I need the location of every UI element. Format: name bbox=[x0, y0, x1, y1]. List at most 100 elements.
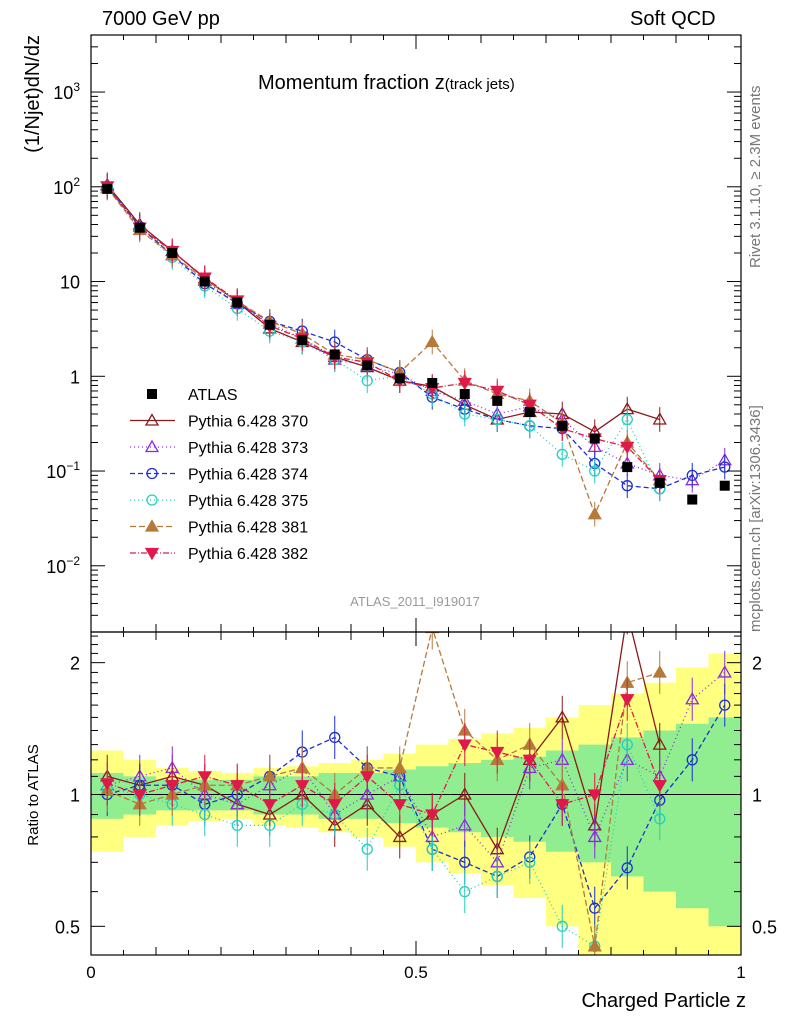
y-tick-label: 1 bbox=[70, 367, 80, 387]
data-point bbox=[557, 420, 568, 431]
ratio-series-6 bbox=[100, 677, 667, 837]
data-point bbox=[457, 739, 472, 752]
data-point bbox=[426, 843, 438, 855]
data-point bbox=[134, 222, 145, 233]
data-point bbox=[144, 413, 160, 426]
data-point bbox=[425, 632, 440, 634]
ratio-line bbox=[107, 632, 660, 947]
data-point bbox=[686, 469, 698, 482]
ratio-line bbox=[107, 697, 661, 816]
data-point bbox=[622, 462, 633, 473]
data-point bbox=[457, 377, 472, 391]
data-point bbox=[146, 494, 158, 506]
ratio-y-axis-label: Ratio to ATLAS bbox=[25, 744, 42, 845]
data-point bbox=[589, 433, 600, 444]
data-point bbox=[425, 809, 440, 822]
data-point bbox=[165, 780, 180, 793]
data-point bbox=[556, 920, 568, 932]
main-frame bbox=[90, 34, 742, 633]
y-axis-label: (1/Njet)dN/dz bbox=[22, 35, 44, 153]
data-point bbox=[427, 377, 438, 388]
data-point bbox=[652, 737, 667, 750]
legend-label: Pythia 6.428 375 bbox=[188, 493, 308, 510]
data-point bbox=[362, 360, 373, 371]
data-point bbox=[491, 870, 503, 883]
legend: ATLAS Pythia 6.428 370 Pythia 6.428 373 Pyt… bbox=[130, 387, 308, 563]
x-tick-label: 0.5 bbox=[404, 963, 428, 982]
data-point bbox=[361, 374, 373, 387]
data-point bbox=[459, 885, 471, 898]
data-point bbox=[230, 780, 245, 793]
data-point bbox=[621, 413, 633, 426]
y-tick-label: 103 bbox=[53, 80, 80, 103]
ratio-y-tick-label-right: 2 bbox=[752, 654, 762, 674]
data-point bbox=[522, 754, 537, 768]
y-tick-label: 10−1 bbox=[46, 459, 80, 482]
data-point bbox=[425, 334, 440, 348]
data-point bbox=[621, 862, 633, 874]
data-point bbox=[100, 778, 115, 791]
data-point bbox=[329, 731, 341, 744]
data-point bbox=[524, 406, 535, 417]
ratio-y-tick-label-right: 1 bbox=[752, 785, 762, 805]
data-point bbox=[524, 856, 536, 868]
y-tick-label: 102 bbox=[53, 175, 80, 198]
data-point bbox=[652, 780, 667, 793]
header-right-label: Soft QCD bbox=[630, 8, 716, 30]
data-point bbox=[719, 461, 731, 473]
data-point bbox=[522, 399, 537, 413]
series-atlas bbox=[102, 183, 730, 505]
data-point bbox=[329, 349, 340, 360]
data-point bbox=[686, 754, 698, 766]
data-point bbox=[197, 771, 212, 784]
data-point bbox=[621, 738, 633, 751]
data-point bbox=[687, 494, 698, 505]
series-5 bbox=[100, 175, 667, 527]
x-axis-label: Charged Particle z bbox=[581, 990, 746, 1012]
data-point bbox=[457, 787, 472, 800]
legend-label: Pythia 6.428 382 bbox=[188, 546, 308, 563]
data-point bbox=[719, 480, 730, 491]
data-point bbox=[652, 412, 667, 425]
data-point bbox=[524, 420, 536, 432]
data-point bbox=[587, 789, 602, 802]
data-point bbox=[361, 843, 373, 855]
x-tick-label: 0 bbox=[86, 963, 95, 982]
data-point bbox=[392, 829, 407, 843]
ratio-line bbox=[107, 704, 726, 910]
series-line bbox=[106, 185, 661, 481]
ratio-line bbox=[107, 671, 726, 864]
data-point bbox=[589, 465, 601, 477]
data-point bbox=[459, 408, 471, 420]
data-point bbox=[144, 547, 160, 561]
data-point bbox=[394, 373, 405, 384]
legend-label: ATLAS bbox=[188, 387, 238, 404]
series-6 bbox=[100, 174, 667, 493]
data-point bbox=[327, 799, 342, 812]
data-point bbox=[199, 808, 211, 821]
data-point bbox=[654, 813, 666, 825]
data-point bbox=[492, 395, 503, 406]
ratio-y-tick-label-right: 0.5 bbox=[752, 917, 777, 937]
data-point bbox=[144, 519, 160, 532]
ratio-y-tick-label: 2 bbox=[70, 654, 80, 674]
data-point bbox=[685, 691, 700, 705]
legend-label: Pythia 6.428 370 bbox=[188, 414, 308, 431]
data-point bbox=[719, 699, 731, 711]
data-point bbox=[295, 780, 310, 793]
data-point bbox=[392, 760, 407, 774]
ratio-line bbox=[107, 742, 661, 948]
chart-title: Momentum fraction z(track jets) bbox=[258, 72, 515, 94]
ratio-y-tick-label: 1 bbox=[70, 785, 80, 805]
data-point bbox=[621, 480, 633, 492]
chart-title-suffix: (track jets) bbox=[445, 76, 515, 93]
x-tick-label: 1 bbox=[736, 963, 745, 982]
data-point bbox=[102, 183, 113, 194]
data-point bbox=[232, 297, 243, 308]
data-point bbox=[262, 799, 277, 812]
data-point bbox=[621, 607, 633, 618]
data-point bbox=[654, 477, 665, 488]
series-line bbox=[106, 185, 726, 481]
data-point bbox=[147, 389, 157, 399]
main-plot-area bbox=[100, 172, 732, 527]
